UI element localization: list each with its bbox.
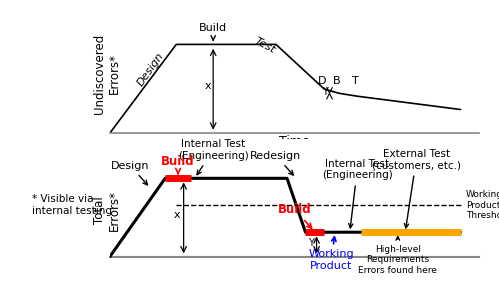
Text: Working
Product
Threshold: Working Product Threshold [466,190,499,220]
X-axis label: Time: Time [279,135,310,148]
Text: T: T [352,76,359,86]
Text: Design: Design [111,160,149,185]
Y-axis label: Total
Errors*: Total Errors* [93,190,121,231]
Text: Internal Test
(Engineering): Internal Test (Engineering) [322,159,393,228]
Text: B: B [333,76,341,86]
Text: Y: Y [322,87,328,97]
Y-axis label: Undiscovered
Errors*: Undiscovered Errors* [93,34,121,114]
Text: Redesign: Redesign [250,151,301,175]
Text: Y: Y [308,238,314,248]
Text: x: x [174,210,180,220]
Text: Internal Test
(Engineering): Internal Test (Engineering) [178,139,249,175]
Text: Working
Product: Working Product [308,237,354,271]
Text: D: D [318,76,326,86]
Text: High-level
Requirements
Errors found here: High-level Requirements Errors found her… [358,237,437,275]
Text: x: x [204,81,211,91]
Text: * Visible via
internal testing: * Visible via internal testing [32,194,112,216]
Text: Build: Build [161,155,195,174]
Text: Build: Build [199,23,227,40]
Text: External Test
(customers, etc.): External Test (customers, etc.) [372,149,461,228]
Text: Design: Design [135,51,166,88]
Text: Test: Test [252,36,277,55]
Text: Build: Build [277,202,311,228]
